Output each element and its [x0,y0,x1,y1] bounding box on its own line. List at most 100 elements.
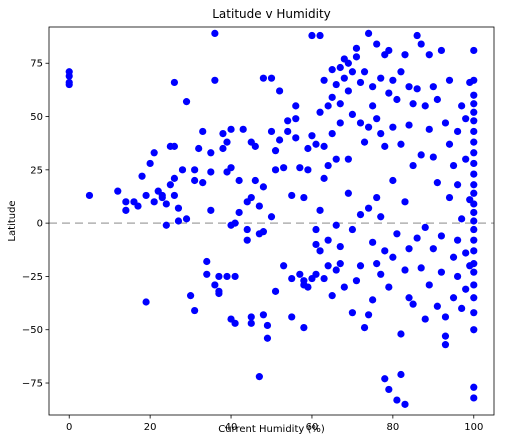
data-point [470,309,478,317]
data-point [336,63,344,72]
data-point [389,253,397,261]
data-point [186,292,195,300]
data-point [401,266,409,274]
data-point [312,140,320,148]
data-point [324,161,332,170]
data-point [421,102,429,110]
data-point [441,119,450,127]
data-point [453,236,462,244]
data-point [364,123,373,131]
data-point [356,211,365,219]
data-point [271,147,280,155]
data-point [441,341,450,349]
data-point [203,270,211,278]
data-point [433,95,441,104]
data-point [381,142,389,150]
data-point [243,236,251,244]
data-point [235,208,243,217]
data-point [470,281,478,289]
data-point [470,394,478,402]
data-point [470,260,478,268]
y-tick-label: 25 [30,165,43,176]
data-point [470,127,478,136]
data-point [462,115,470,123]
data-point [445,193,454,202]
y-tick-label: −50 [22,325,43,336]
data-point [122,206,130,214]
data-point [280,262,288,270]
data-point [393,230,401,238]
plot-frame [48,26,495,416]
data-point [364,204,373,212]
data-point [470,170,478,178]
x-tick-label: 0 [66,422,72,433]
data-point [397,140,405,148]
data-point [271,287,280,295]
data-point [441,313,450,321]
data-point [433,302,441,310]
data-point [470,76,478,84]
data-point [219,129,227,138]
data-point [409,300,417,308]
data-point [397,330,405,338]
data-point [336,100,344,108]
data-point [413,85,421,93]
data-point [223,138,231,146]
data-point [259,183,268,191]
data-point [449,253,458,261]
data-point [369,238,377,246]
data-point [243,225,251,234]
data-point [373,115,381,123]
data-point [470,117,478,125]
data-point [191,176,199,185]
x-axis-ticks: 0 20 40 60 80 100 [66,415,483,433]
data-point [328,129,336,138]
data-point [203,257,211,266]
data-point [191,166,199,174]
data-point [458,102,466,110]
data-point [462,249,470,257]
data-point [292,115,300,123]
data-point [178,166,187,174]
data-point [470,326,478,334]
data-point [138,172,146,180]
data-point [259,74,268,82]
data-point [433,179,441,187]
data-point [320,274,328,283]
data-point [401,400,409,408]
data-point [255,202,263,210]
data-point [360,138,369,146]
data-point [336,260,344,268]
data-point [470,208,478,217]
data-point [324,262,332,270]
data-point [267,127,276,136]
data-point [259,228,268,236]
data-point [393,396,401,404]
y-axis-ticks: −75 −50 −25 0 25 50 75 [22,59,49,390]
data-point [425,51,433,59]
data-point [162,200,170,208]
data-point [211,29,219,37]
data-point [288,313,296,321]
data-point [288,274,296,283]
data-point [393,95,401,104]
data-point [385,385,393,394]
data-point [348,110,357,119]
y-tick-label: 50 [30,112,43,123]
data-point [437,46,446,55]
data-point [259,311,268,319]
data-point [470,181,478,189]
data-point [247,319,255,327]
data-point [271,166,280,174]
data-point [275,87,284,95]
data-point [369,83,377,91]
data-point [300,193,308,202]
data-point [401,51,409,59]
data-point [247,193,255,202]
data-point [377,270,385,278]
data-point [356,262,365,270]
data-point [429,153,437,161]
data-point [348,68,357,76]
data-point [199,179,207,187]
data-point [381,375,389,383]
